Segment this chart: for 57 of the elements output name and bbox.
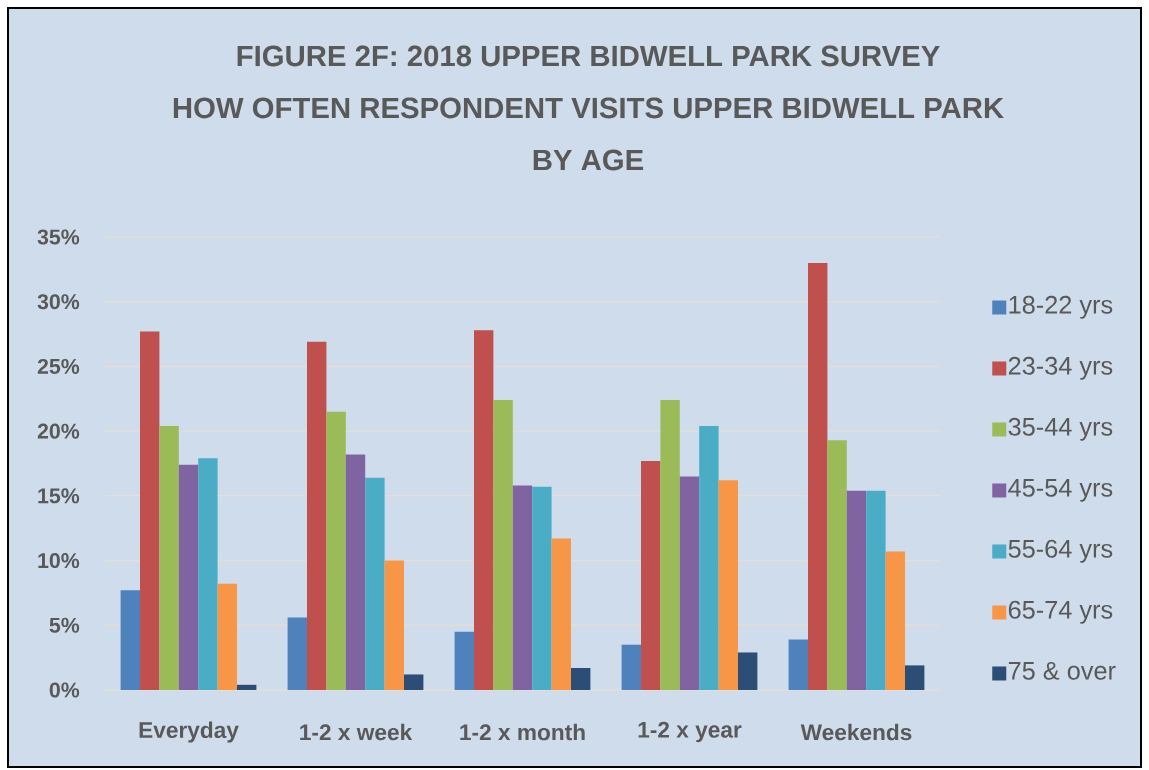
- legend-label: 18-22 yrs: [1009, 295, 1113, 319]
- bar: [621, 644, 641, 690]
- bar: [679, 476, 700, 690]
- legend-label: 55-64 yrs: [1008, 539, 1113, 563]
- bar: [808, 262, 828, 690]
- bar: [641, 460, 661, 690]
- bar: [365, 477, 385, 690]
- chart-title: FIGURE 2F: 2018 UPPER BIDWELL PARK SURVEY: [237, 45, 940, 67]
- bar: [551, 538, 571, 690]
- legend-label: 45-54 yrs: [1008, 479, 1113, 502]
- legend-label: 75 & over: [1008, 661, 1116, 680]
- legend-label: 23-34 yrs: [1008, 356, 1113, 380]
- legend-label: 65-74 yrs: [1008, 600, 1113, 624]
- bar: [866, 490, 886, 690]
- bar: [532, 486, 552, 690]
- bar: [326, 411, 346, 690]
- y-tick-label: 20%: [37, 423, 80, 439]
- y-tick-label: 10%: [38, 553, 80, 569]
- bar: [788, 639, 808, 690]
- bar: [237, 684, 257, 690]
- bar: [178, 464, 199, 690]
- bar: [159, 425, 179, 690]
- bar: [846, 490, 867, 690]
- x-tick-label: 1-2 x month: [460, 723, 585, 741]
- x-tick-label: Weekends: [800, 723, 912, 741]
- y-tick-label: 25%: [37, 358, 80, 374]
- bar: [454, 631, 474, 690]
- bar: [307, 341, 327, 690]
- bar: [287, 617, 308, 690]
- bar: [905, 665, 925, 690]
- y-tick-label: 35%: [37, 229, 80, 245]
- legend-label: 35-44 yrs: [1008, 417, 1113, 441]
- y-tick-label: 15%: [38, 488, 80, 504]
- x-tick-label: 1-2 x year: [638, 721, 742, 743]
- bar: [474, 330, 494, 690]
- bar: [718, 480, 738, 690]
- bar: [345, 454, 366, 690]
- bar: [493, 400, 513, 690]
- bar: [699, 425, 719, 690]
- y-tick-label: 30%: [37, 294, 80, 310]
- bar: [140, 331, 160, 690]
- bar: [217, 583, 238, 690]
- bar: [738, 652, 758, 690]
- bar: [404, 674, 424, 690]
- bar: [120, 590, 141, 690]
- x-tick-label: Everyday: [139, 721, 239, 743]
- bar: [571, 667, 591, 690]
- x-tick-label: 1-2 x week: [300, 723, 413, 741]
- bar: [198, 458, 218, 690]
- bar: [384, 560, 405, 690]
- y-tick-label: 0%: [49, 682, 80, 698]
- bar: [660, 400, 680, 690]
- bar: [885, 551, 905, 690]
- bar: [827, 440, 847, 690]
- bar: [512, 485, 533, 690]
- y-tick-label: 5%: [49, 617, 80, 633]
- chart-subtitle: HOW OFTEN RESPONDENT VISITS UPPER BIDWELL PARK BY AGE: [173, 97, 1004, 171]
